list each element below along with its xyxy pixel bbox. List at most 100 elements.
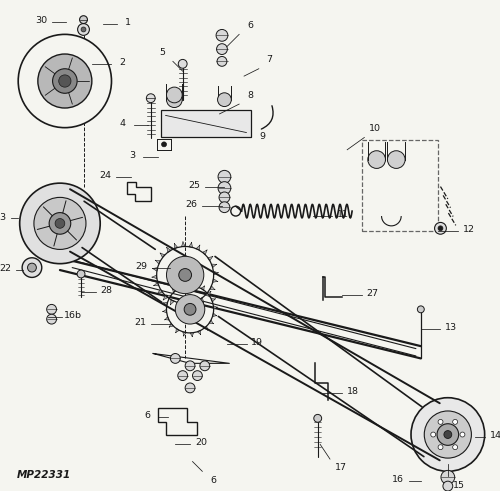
Circle shape — [185, 383, 195, 393]
Polygon shape — [163, 295, 168, 300]
Circle shape — [46, 304, 56, 314]
Circle shape — [443, 481, 452, 491]
Text: 20: 20 — [195, 438, 207, 447]
Polygon shape — [19, 74, 40, 90]
Polygon shape — [164, 302, 168, 305]
Circle shape — [52, 69, 77, 93]
Text: 6: 6 — [210, 476, 216, 485]
Polygon shape — [155, 260, 160, 264]
Circle shape — [444, 431, 452, 438]
Circle shape — [216, 29, 228, 41]
Circle shape — [166, 256, 204, 294]
Text: 8: 8 — [247, 91, 253, 100]
Circle shape — [38, 54, 92, 108]
Circle shape — [418, 306, 424, 313]
Circle shape — [28, 263, 36, 272]
Text: 28: 28 — [100, 286, 112, 295]
Text: 19: 19 — [252, 338, 264, 347]
Text: 17: 17 — [335, 464, 347, 472]
Circle shape — [424, 411, 472, 458]
Polygon shape — [154, 282, 159, 286]
Polygon shape — [212, 313, 217, 317]
Text: 22: 22 — [0, 264, 11, 273]
Polygon shape — [192, 301, 196, 306]
Bar — [160, 110, 252, 137]
Polygon shape — [176, 328, 180, 333]
Polygon shape — [166, 295, 171, 299]
Circle shape — [200, 361, 209, 371]
Circle shape — [437, 424, 458, 445]
Text: 23: 23 — [0, 213, 6, 221]
Circle shape — [81, 27, 86, 32]
Polygon shape — [201, 286, 204, 290]
Circle shape — [388, 151, 405, 168]
Polygon shape — [211, 299, 216, 302]
Polygon shape — [87, 82, 111, 97]
Polygon shape — [206, 292, 210, 297]
Polygon shape — [72, 99, 95, 117]
Text: 27: 27 — [366, 289, 378, 298]
Text: 9: 9 — [259, 132, 265, 140]
Text: 25: 25 — [188, 181, 200, 190]
Polygon shape — [24, 58, 50, 71]
Polygon shape — [158, 289, 162, 294]
Circle shape — [218, 170, 231, 183]
Polygon shape — [202, 250, 207, 255]
Circle shape — [185, 361, 195, 371]
Polygon shape — [209, 320, 214, 324]
Polygon shape — [182, 242, 185, 246]
Text: 7: 7 — [266, 55, 272, 64]
Polygon shape — [208, 256, 213, 261]
Polygon shape — [186, 282, 190, 286]
Text: 3: 3 — [130, 151, 136, 160]
Text: 10: 10 — [369, 124, 381, 133]
Circle shape — [452, 445, 458, 450]
Polygon shape — [49, 37, 68, 57]
Polygon shape — [160, 253, 165, 258]
Polygon shape — [86, 58, 105, 79]
Polygon shape — [180, 284, 183, 288]
Text: 4: 4 — [120, 119, 126, 128]
Circle shape — [78, 24, 90, 35]
Polygon shape — [212, 279, 218, 282]
Circle shape — [218, 182, 231, 194]
Polygon shape — [174, 244, 178, 248]
Polygon shape — [152, 275, 157, 279]
Circle shape — [146, 94, 155, 103]
Text: 14: 14 — [490, 431, 500, 440]
Circle shape — [219, 192, 230, 203]
Circle shape — [314, 414, 322, 422]
Polygon shape — [212, 264, 217, 268]
Circle shape — [179, 269, 192, 281]
Circle shape — [441, 470, 454, 484]
Polygon shape — [200, 298, 204, 303]
Polygon shape — [164, 317, 169, 320]
Polygon shape — [214, 305, 218, 309]
Polygon shape — [169, 323, 173, 327]
Text: 13: 13 — [445, 323, 458, 332]
Text: 16: 16 — [392, 475, 404, 484]
Circle shape — [217, 56, 227, 66]
Circle shape — [162, 142, 166, 147]
Bar — [362, 140, 438, 231]
Circle shape — [438, 419, 443, 424]
Circle shape — [368, 151, 386, 168]
Circle shape — [218, 93, 232, 107]
Polygon shape — [70, 37, 84, 62]
Circle shape — [460, 432, 465, 437]
Polygon shape — [206, 291, 211, 296]
Polygon shape — [53, 106, 69, 128]
Circle shape — [438, 445, 443, 450]
Text: 6: 6 — [247, 21, 253, 30]
Text: 24: 24 — [100, 171, 112, 180]
Circle shape — [431, 432, 436, 437]
Polygon shape — [178, 302, 182, 308]
Circle shape — [178, 371, 188, 381]
Polygon shape — [152, 268, 158, 271]
Text: 26: 26 — [186, 200, 198, 209]
Polygon shape — [204, 326, 208, 330]
Circle shape — [166, 87, 182, 103]
Circle shape — [80, 16, 88, 24]
Polygon shape — [194, 282, 198, 287]
Polygon shape — [196, 245, 200, 250]
